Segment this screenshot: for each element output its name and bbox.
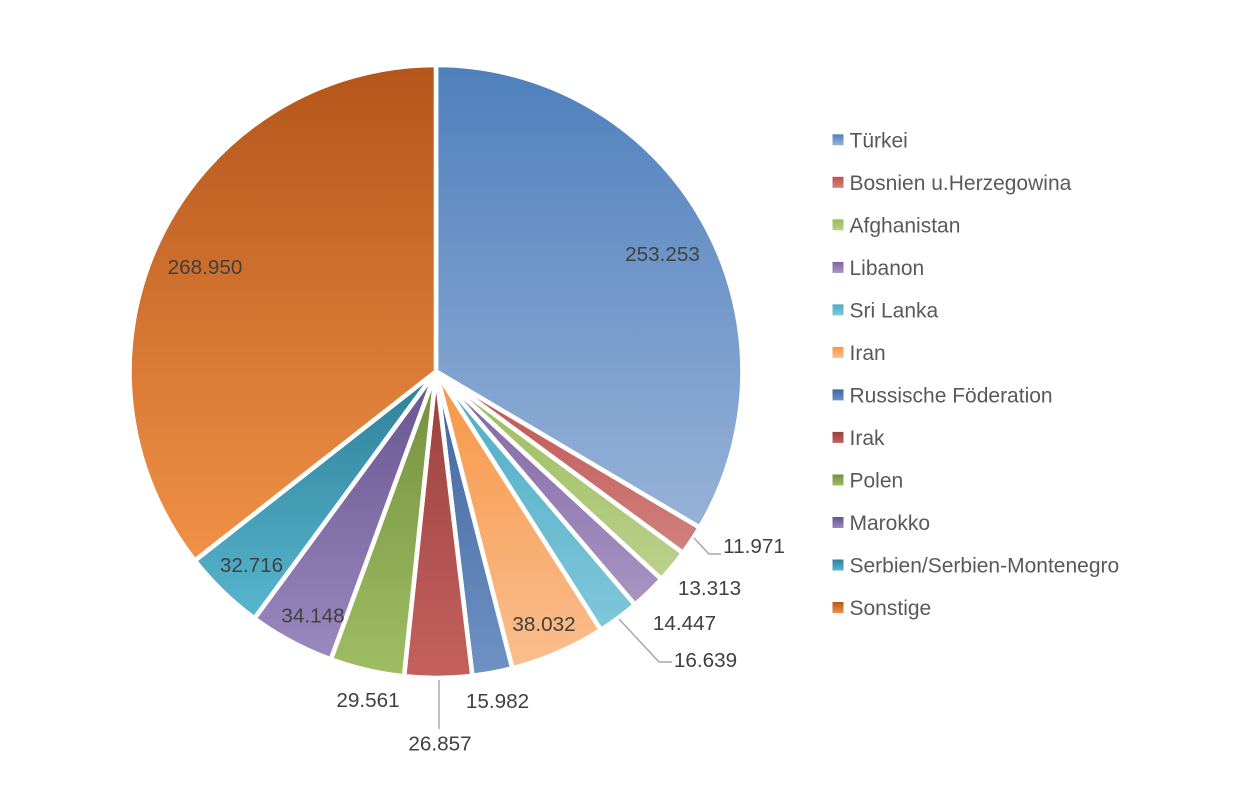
svg-text:15.982: 15.982 <box>466 690 529 713</box>
svg-text:Serbien/Serbien-Montenegro: Serbien/Serbien-Montenegro <box>850 555 1120 578</box>
svg-text:14.447: 14.447 <box>653 612 716 635</box>
svg-text:29.561: 29.561 <box>336 689 399 712</box>
svg-text:Irak: Irak <box>850 427 886 450</box>
svg-text:Libanon: Libanon <box>850 257 925 280</box>
svg-text:11.971: 11.971 <box>723 535 785 558</box>
svg-text:16.639: 16.639 <box>674 649 737 672</box>
svg-text:Sonstige: Sonstige <box>850 597 932 620</box>
svg-text:34.148: 34.148 <box>281 604 344 627</box>
svg-text:13.313: 13.313 <box>678 577 741 600</box>
svg-text:32.716: 32.716 <box>220 554 283 577</box>
svg-text:253.253: 253.253 <box>625 243 700 266</box>
svg-text:Iran: Iran <box>850 342 886 365</box>
svg-text:268.950: 268.950 <box>168 256 243 279</box>
svg-text:26.857: 26.857 <box>408 732 471 755</box>
svg-text:Marokko: Marokko <box>850 512 931 535</box>
svg-text:Afghanistan: Afghanistan <box>850 214 961 237</box>
svg-text:Bosnien u.Herzegowina: Bosnien u.Herzegowina <box>850 172 1072 195</box>
svg-text:Sri Lanka: Sri Lanka <box>850 299 939 322</box>
svg-text:Russische Föderation: Russische Föderation <box>850 384 1053 407</box>
svg-text:Polen: Polen <box>850 470 904 493</box>
svg-text:Türkei: Türkei <box>850 129 908 152</box>
svg-text:38.032: 38.032 <box>512 613 575 636</box>
